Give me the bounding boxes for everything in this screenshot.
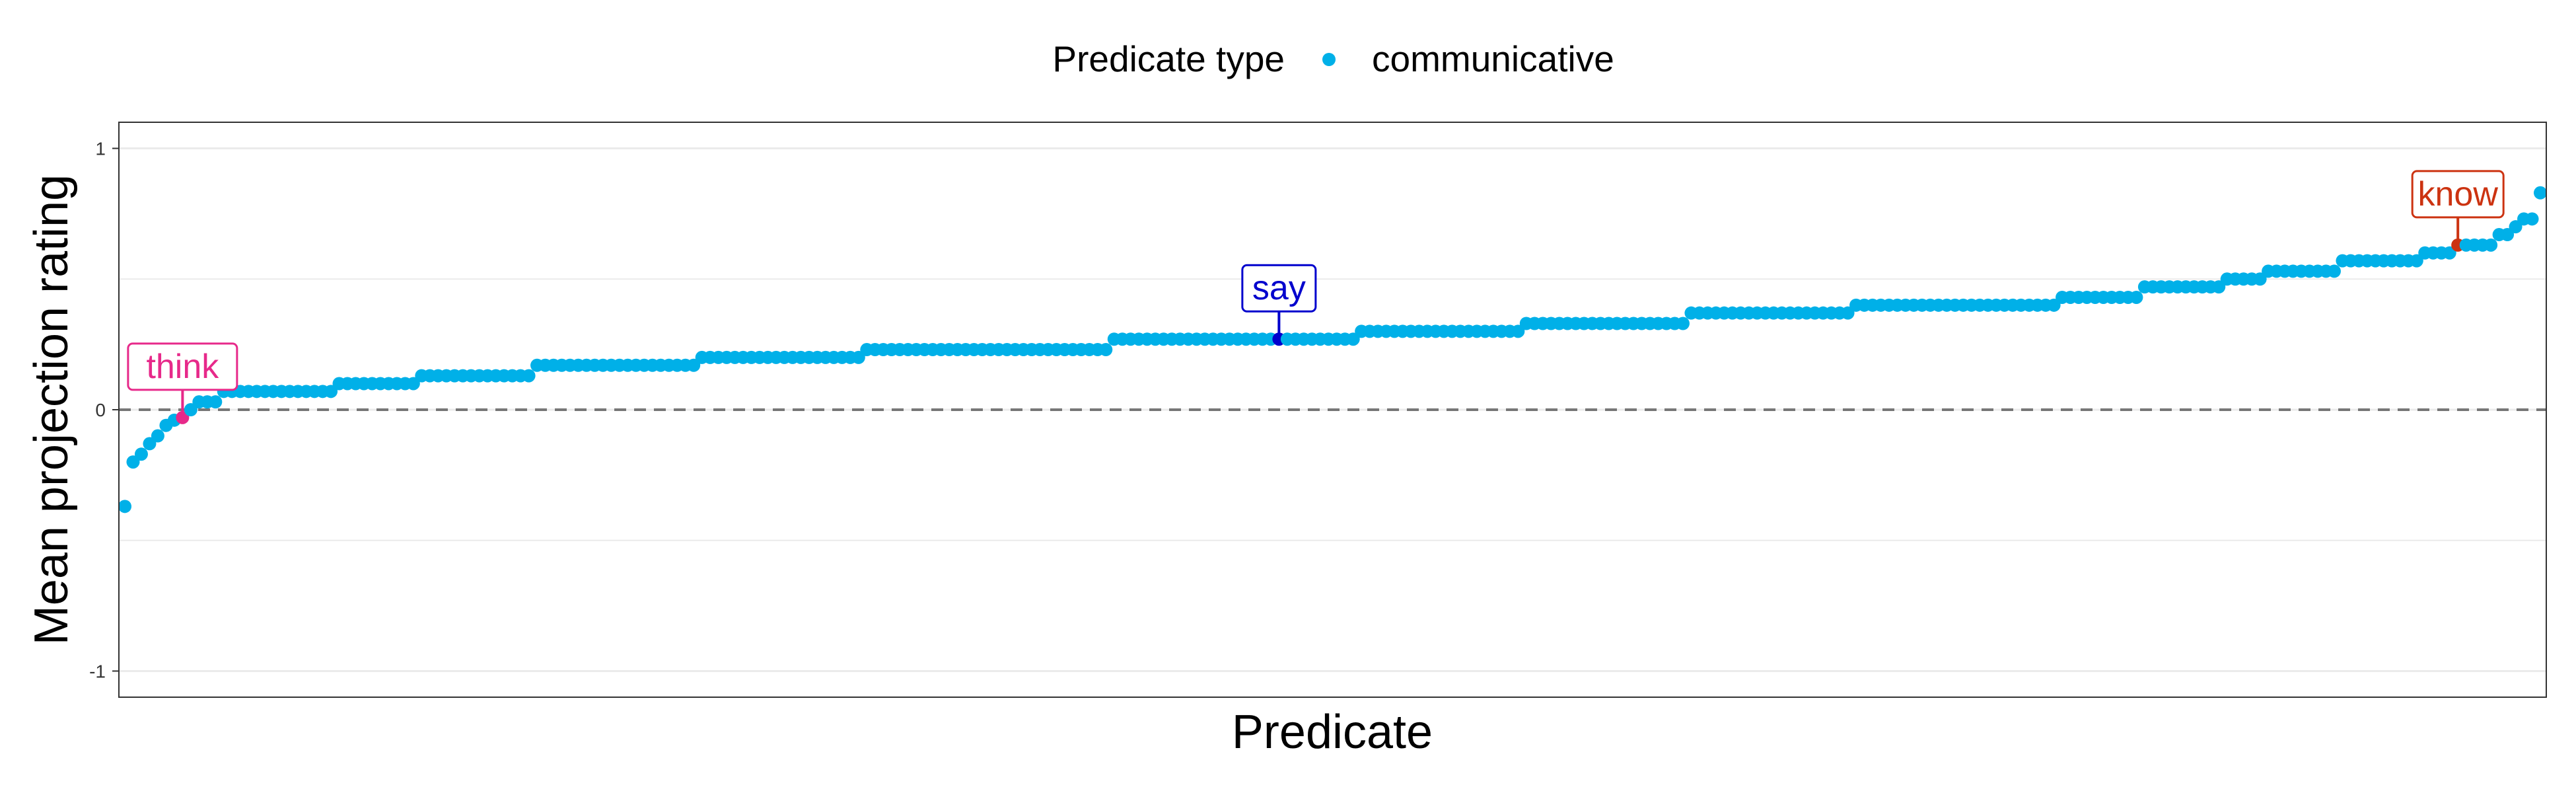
annotation-label-say: say bbox=[1252, 269, 1306, 307]
annotation-box bbox=[1241, 264, 1317, 313]
annotations: think say know bbox=[127, 170, 2505, 418]
data-point bbox=[2212, 280, 2226, 294]
legend-swatch bbox=[1322, 53, 1336, 66]
data-point bbox=[1841, 306, 1855, 320]
y-tick-label: -1 bbox=[89, 661, 106, 681]
data-point bbox=[126, 455, 140, 469]
plot-panel: think say know bbox=[118, 122, 2547, 698]
annotation-label-think: think bbox=[146, 348, 219, 386]
data-point bbox=[143, 437, 157, 451]
data-point bbox=[687, 358, 701, 372]
annotation-say: say bbox=[1241, 264, 1317, 340]
data-point bbox=[134, 447, 148, 461]
data-point bbox=[2484, 238, 2498, 252]
annotation-box bbox=[2411, 170, 2505, 219]
annotation-think: think bbox=[127, 342, 238, 418]
annotation-label-know: know bbox=[2417, 175, 2498, 213]
data-point bbox=[184, 403, 197, 416]
data-point bbox=[1099, 343, 1113, 357]
data-point bbox=[522, 369, 536, 383]
data-point bbox=[2443, 246, 2456, 260]
y-tick-label: 1 bbox=[95, 139, 106, 159]
data-point bbox=[2047, 298, 2061, 312]
legend-title: Predicate type bbox=[1052, 38, 1285, 79]
data-point bbox=[2525, 212, 2539, 226]
data-point bbox=[406, 377, 420, 391]
data-point bbox=[1511, 324, 1525, 338]
data-point bbox=[2129, 290, 2143, 304]
y-axis-title: Mean projection rating bbox=[25, 174, 78, 645]
data-point bbox=[2410, 254, 2423, 268]
annotation-know: know bbox=[2411, 170, 2505, 245]
x-axis-title: Predicate bbox=[1232, 706, 1433, 759]
legend-label-communicative: communicative bbox=[1372, 38, 1614, 79]
data-point bbox=[2253, 272, 2267, 286]
data-point bbox=[1346, 332, 1360, 346]
data-points bbox=[118, 186, 2547, 513]
y-tick-label: 0 bbox=[95, 400, 106, 420]
data-point bbox=[2501, 228, 2515, 242]
data-point bbox=[2534, 186, 2547, 200]
data-point bbox=[851, 350, 865, 364]
y-axis: -1 0 1 bbox=[89, 139, 119, 681]
annotation-box bbox=[127, 342, 238, 391]
legend: Predicate type communicative bbox=[1052, 38, 1614, 79]
data-point bbox=[1676, 317, 1690, 330]
data-point bbox=[151, 429, 164, 443]
data-point bbox=[2327, 264, 2341, 278]
data-point bbox=[118, 500, 131, 513]
data-point bbox=[324, 385, 338, 398]
data-point bbox=[2509, 220, 2522, 234]
data-point bbox=[209, 395, 223, 409]
